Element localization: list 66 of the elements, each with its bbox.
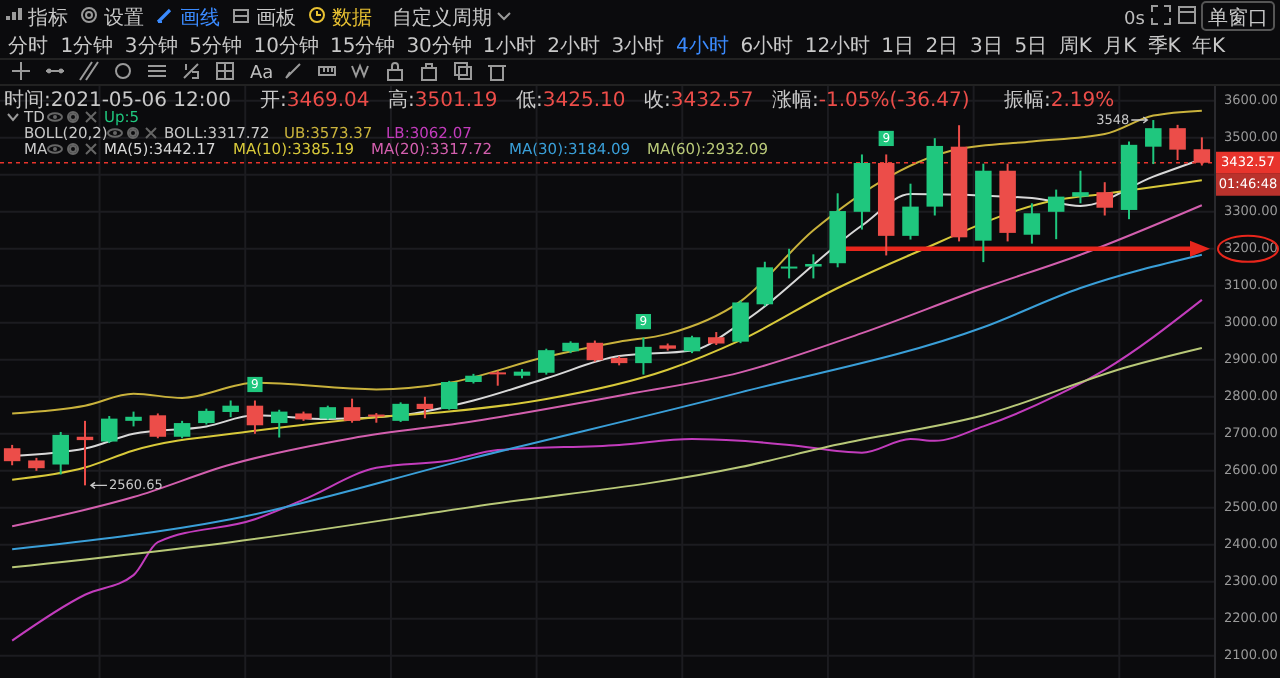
candlestick <box>392 401 409 423</box>
annotation: 低:3425.10 <box>516 90 626 112</box>
candlestick <box>101 415 118 445</box>
text: 2小时 <box>547 34 600 58</box>
text: 画板 <box>256 6 296 30</box>
text: 15分钟 <box>330 34 396 58</box>
candlestick <box>149 412 167 440</box>
candlestick <box>1096 181 1113 217</box>
candlestick <box>635 336 652 376</box>
annotation: 涨幅:-1.05%(-36.47) <box>772 88 970 112</box>
text: 2日 <box>925 36 959 58</box>
text: 4小时 <box>676 34 729 58</box>
candlestick <box>270 408 288 439</box>
text: 1日 <box>881 36 914 58</box>
candlestick <box>343 397 361 424</box>
text: 5日 <box>1014 36 1048 58</box>
line-series <box>11 298 1203 642</box>
candlestick <box>586 339 604 363</box>
text: 设置 <box>104 6 144 30</box>
candlestick <box>246 399 264 435</box>
text: 1分钟 <box>60 34 114 58</box>
annotation: 收:3432.57 <box>644 90 754 112</box>
candlestick <box>538 347 555 376</box>
text: 季K <box>1147 34 1182 58</box>
text: 3小时 <box>611 34 665 58</box>
text: 12小时 <box>804 34 871 58</box>
text: 年K <box>1192 34 1226 58</box>
annotation: 开:3469.04 <box>260 90 370 112</box>
text: 数据 <box>332 6 372 30</box>
text: 3分钟 <box>124 34 178 58</box>
text: 0s <box>1124 10 1146 30</box>
text: 1小时 <box>482 34 536 58</box>
text: 3日 <box>970 36 1003 58</box>
candlestick <box>756 260 774 308</box>
text: 周K <box>1058 36 1093 58</box>
text: 5分钟 <box>189 34 242 58</box>
text: 30分钟 <box>406 34 472 58</box>
text: 分时 <box>8 34 48 58</box>
line-series <box>11 109 1203 415</box>
candlestick <box>1169 123 1186 161</box>
line-series <box>11 204 1203 528</box>
candlestick <box>902 182 919 241</box>
line-series <box>11 346 1203 569</box>
text: 自定义周期 <box>392 6 492 30</box>
candlestick <box>732 299 749 345</box>
text: 10分钟 <box>253 34 320 58</box>
candlestick <box>1072 169 1089 205</box>
text: 画线 <box>180 6 220 30</box>
candlestick <box>416 395 434 420</box>
candlestick <box>780 247 798 280</box>
candlestick <box>1193 136 1211 167</box>
text: 月K <box>1103 36 1138 58</box>
annotation: 振幅:2.19% <box>1004 88 1115 112</box>
candlestick <box>440 379 458 411</box>
candlestick <box>52 430 69 476</box>
annotation: 高:3501.19 <box>388 88 498 112</box>
candlestick <box>805 253 822 280</box>
text: 6小时 <box>740 34 794 58</box>
annotation: 时间:2021-05-06 12:00 <box>4 88 231 112</box>
text: 单窗口 <box>1208 6 1268 30</box>
candlestick <box>1145 119 1162 166</box>
text: 指标 <box>26 6 68 30</box>
candlestick <box>1047 188 1065 241</box>
candlestick <box>1023 202 1041 245</box>
candlestick <box>3 443 21 467</box>
text: Aa <box>250 64 274 84</box>
